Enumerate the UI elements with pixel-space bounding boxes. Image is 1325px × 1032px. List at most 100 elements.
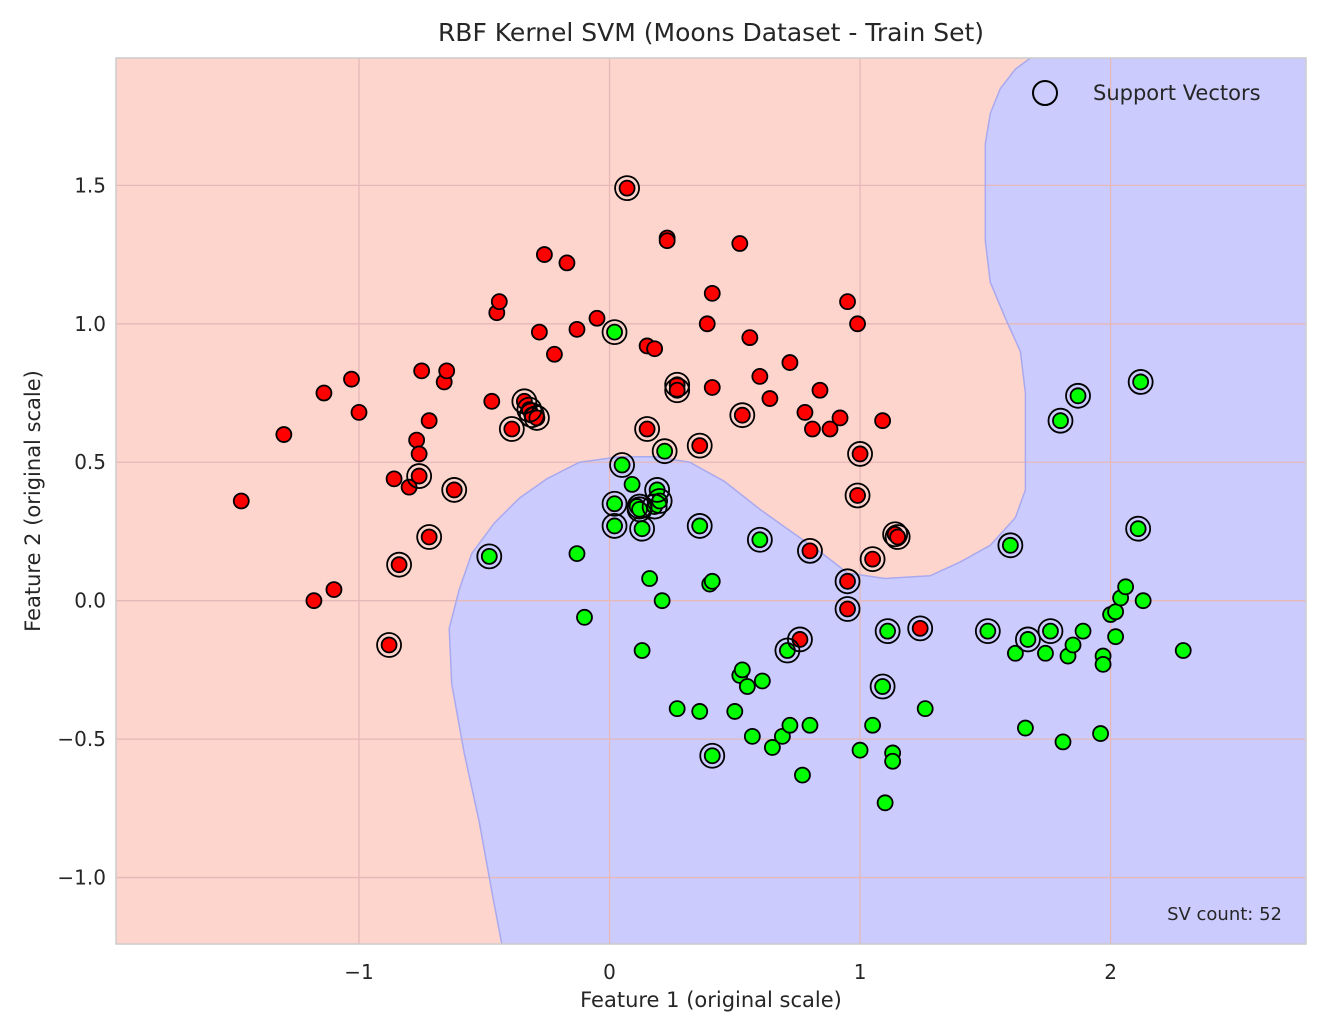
class0-point	[703, 379, 721, 396]
class1-point	[916, 700, 934, 718]
class1-point	[1117, 578, 1135, 596]
class0-point	[691, 437, 709, 455]
class0-point	[811, 381, 829, 399]
support-vector-ring	[1047, 407, 1074, 434]
y-tick-label: −1.0	[57, 866, 106, 890]
support-vector-ring	[641, 493, 668, 520]
class0-point	[275, 426, 293, 443]
class1-point	[703, 572, 721, 590]
legend-support-vector-marker	[1032, 80, 1058, 106]
class0-region	[116, 58, 1031, 944]
class1-point	[1094, 655, 1112, 673]
support-vector-ring	[874, 618, 901, 645]
class0-point	[390, 556, 408, 574]
support-vector-ring	[787, 626, 813, 653]
class0-point	[558, 254, 576, 272]
class1-point	[1134, 592, 1152, 610]
class1-point	[801, 716, 819, 734]
class1-point	[738, 678, 756, 695]
class1-point	[606, 495, 623, 513]
y-tick-label: 1.5	[74, 173, 106, 197]
class1-point	[691, 703, 709, 720]
class1-point	[633, 520, 651, 538]
class0-point	[821, 420, 839, 438]
class1-point	[1054, 733, 1072, 751]
plot-area	[116, 58, 1306, 944]
class0-point	[490, 293, 508, 311]
class0-point	[408, 431, 426, 449]
x-tick-label: 2	[1104, 960, 1117, 984]
support-vector-ring	[609, 452, 635, 478]
x-tick-label: −1	[344, 960, 373, 984]
support-vector-ring	[644, 477, 671, 503]
support-vector-ring	[847, 441, 873, 467]
class1-point	[1107, 628, 1124, 646]
class0-point	[232, 492, 250, 510]
class1-point	[1037, 644, 1054, 662]
class1-point	[751, 531, 769, 549]
support-vector-ring	[884, 524, 911, 550]
class0-point	[343, 370, 360, 388]
class0-point	[741, 329, 759, 347]
support-vector-ring	[498, 416, 525, 442]
support-vector-ring	[1015, 626, 1041, 653]
class0-point	[413, 362, 431, 380]
class0-point	[791, 631, 809, 648]
class1-point	[779, 642, 796, 659]
class1-point	[733, 661, 751, 679]
class0-point	[698, 315, 716, 333]
class0-point	[864, 550, 881, 568]
support-vector-ring	[859, 546, 886, 573]
x-tick-label: 1	[854, 960, 867, 984]
class1-point	[1174, 642, 1192, 659]
x-axis-ticks: −1 0 1 2	[344, 960, 1117, 984]
class0-point	[646, 340, 664, 358]
class1-point	[864, 716, 881, 734]
class1-point	[1064, 636, 1082, 654]
support-vector-ring	[664, 377, 691, 404]
class1-point	[480, 547, 498, 565]
class0-point	[849, 315, 866, 333]
support-vector-ring	[664, 371, 691, 398]
support-vector-ring	[1127, 369, 1154, 395]
support-vector-ring	[907, 615, 934, 642]
class0-point	[668, 381, 686, 399]
class1-point	[623, 475, 641, 493]
class0-point	[801, 542, 819, 560]
class0-point	[703, 284, 721, 302]
support-vector-ring	[834, 568, 861, 595]
y-tick-label: −0.5	[57, 727, 106, 751]
class1-point	[1132, 373, 1150, 391]
class1-point	[613, 456, 631, 474]
support-vector-ring	[416, 524, 443, 550]
class0-point	[315, 384, 333, 402]
class1-point	[668, 700, 686, 718]
class0-point	[438, 362, 456, 380]
class0-point	[350, 403, 368, 421]
support-vector-ring	[626, 493, 653, 520]
class1-point	[979, 622, 997, 640]
class0-point	[536, 246, 553, 263]
class0-point	[588, 309, 606, 327]
support-vector-ring	[1065, 382, 1091, 409]
class1-point	[743, 727, 761, 745]
data-points	[232, 179, 1192, 812]
class0-point	[804, 420, 821, 438]
class1-point	[794, 766, 811, 784]
support-vector-ring	[523, 405, 550, 431]
class1-point	[1019, 631, 1037, 648]
support-vector-ring	[601, 319, 628, 346]
support-vector-ring	[614, 175, 640, 202]
class1-point	[691, 517, 709, 535]
class0-point	[831, 409, 849, 427]
class1-point	[703, 747, 721, 765]
class0-point	[503, 420, 521, 438]
class1-point	[606, 323, 623, 341]
class0-point	[839, 293, 856, 311]
class1-point	[876, 794, 894, 812]
support-vector-ring	[518, 402, 545, 429]
support-vector-ring	[511, 388, 538, 415]
y-tick-label: 0.5	[74, 450, 106, 474]
sv-count-annotation: SV count: 52	[1167, 904, 1282, 925]
class1-point	[1001, 536, 1019, 554]
